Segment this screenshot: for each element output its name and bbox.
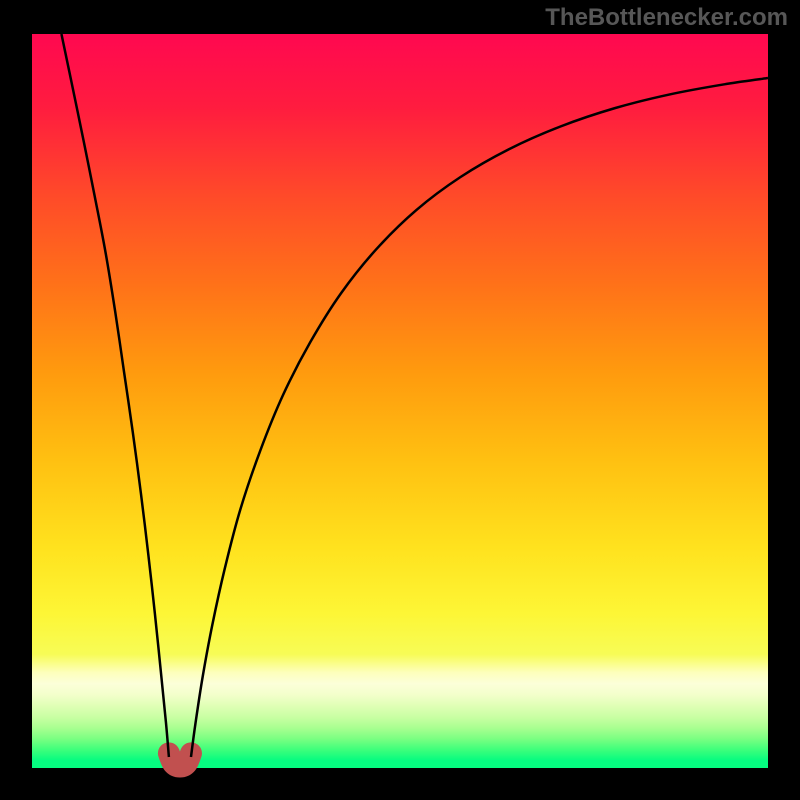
plot-area: [32, 34, 768, 768]
figure-container: TheBottlenecker.com: [0, 0, 800, 800]
bottleneck-curve-left: [61, 34, 168, 757]
watermark-label: TheBottlenecker.com: [545, 4, 788, 32]
curve-layer: [32, 34, 768, 768]
highlight-path: [169, 753, 191, 766]
bottleneck-curve-right: [191, 78, 768, 757]
